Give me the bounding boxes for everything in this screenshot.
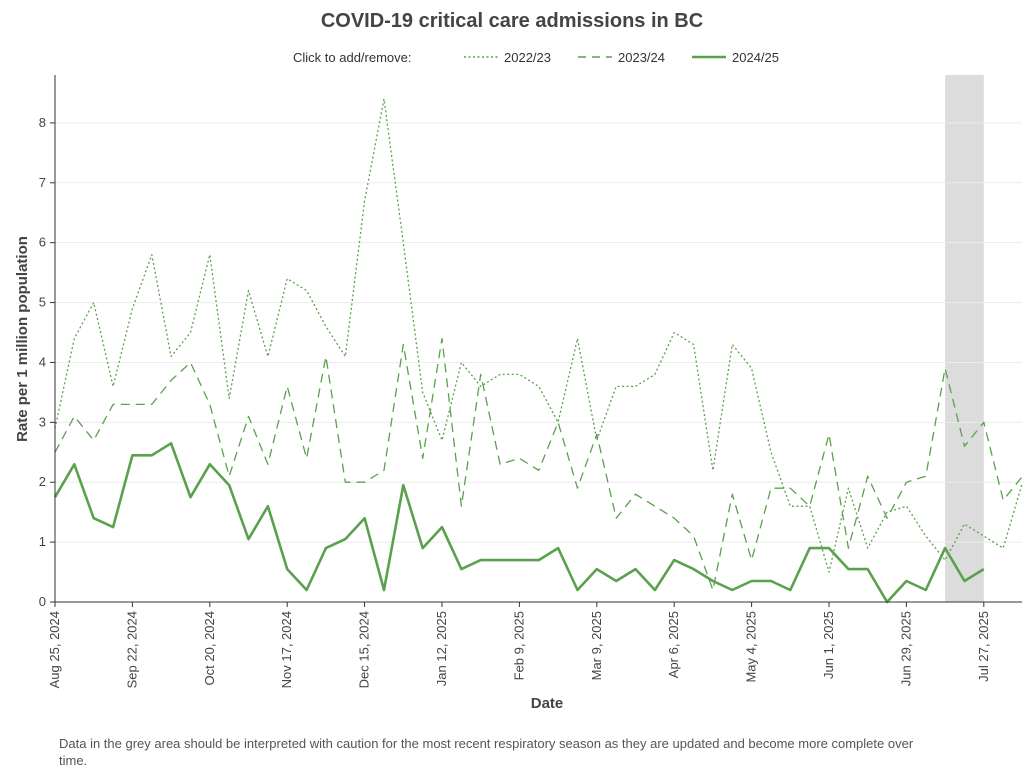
legend-item-2022-23[interactable]: 2022/23	[464, 46, 551, 68]
series-line	[54, 337, 1023, 591]
y-tick-label: 6	[39, 235, 46, 250]
x-tick-label: Dec 15, 2024	[357, 611, 372, 688]
series-2023-24[interactable]	[54, 337, 1023, 591]
legend-item-2023-24[interactable]: 2023/24	[578, 46, 665, 68]
legend-prompt: Click to add/remove:	[293, 50, 412, 65]
series-line	[54, 98, 1023, 573]
series-2022-23[interactable]	[54, 98, 1023, 573]
x-axis-label: Date	[531, 695, 564, 712]
legend-dotted-line-icon	[464, 56, 498, 58]
y-tick-label: 7	[39, 175, 46, 190]
x-tick-label: Jul 27, 2025	[976, 611, 991, 682]
series-line	[53, 442, 985, 604]
legend-item-2024-25[interactable]: 2024/25	[692, 46, 779, 68]
y-tick-label: 2	[39, 474, 46, 489]
x-tick-label: Jun 1, 2025	[821, 611, 836, 679]
y-axis-label: Rate per 1 million population	[14, 236, 31, 442]
legend-dashed-line-icon	[578, 56, 612, 58]
y-tick-label: 8	[39, 115, 46, 130]
footnote: Data in the grey area should be interpre…	[59, 736, 914, 768]
chart-plot[interactable]: 0 1 2 3 4 5 6 7 8 Aug 25, 2024 Sep 22, 2024 Oct 20,…	[0, 0, 1024, 730]
x-tick-label: Nov 17, 2024	[279, 611, 294, 688]
legend-label-2022-23: 2022/23	[504, 49, 551, 65]
x-tick-label: Sep 22, 2024	[124, 611, 139, 688]
caution-region	[945, 75, 984, 602]
series-2024-25[interactable]	[53, 442, 985, 604]
x-tick-label: Mar 9, 2025	[589, 611, 604, 680]
legend-label-2024-25: 2024/25	[732, 49, 779, 65]
legend-solid-line-icon	[692, 55, 726, 59]
x-tick-label: Oct 20, 2024	[202, 611, 217, 685]
x-tick-label: Apr 6, 2025	[666, 611, 681, 678]
y-tick-label: 1	[39, 534, 46, 549]
legend-label-2023-24: 2023/24	[618, 49, 665, 65]
y-tick-label: 0	[39, 594, 46, 609]
x-tick-label: Aug 25, 2024	[47, 611, 62, 688]
y-tick-label: 5	[39, 295, 46, 310]
x-tick-label: May 4, 2025	[744, 611, 759, 683]
y-tick-label: 3	[39, 414, 46, 429]
chart-title: COVID-19 critical care admissions in BC	[320, 10, 704, 32]
x-tick-label: Feb 9, 2025	[511, 611, 526, 680]
y-tick-label: 4	[39, 354, 46, 369]
x-tick-label: Jan 12, 2025	[434, 611, 449, 686]
x-tick-label: Jun 29, 2025	[898, 611, 913, 686]
